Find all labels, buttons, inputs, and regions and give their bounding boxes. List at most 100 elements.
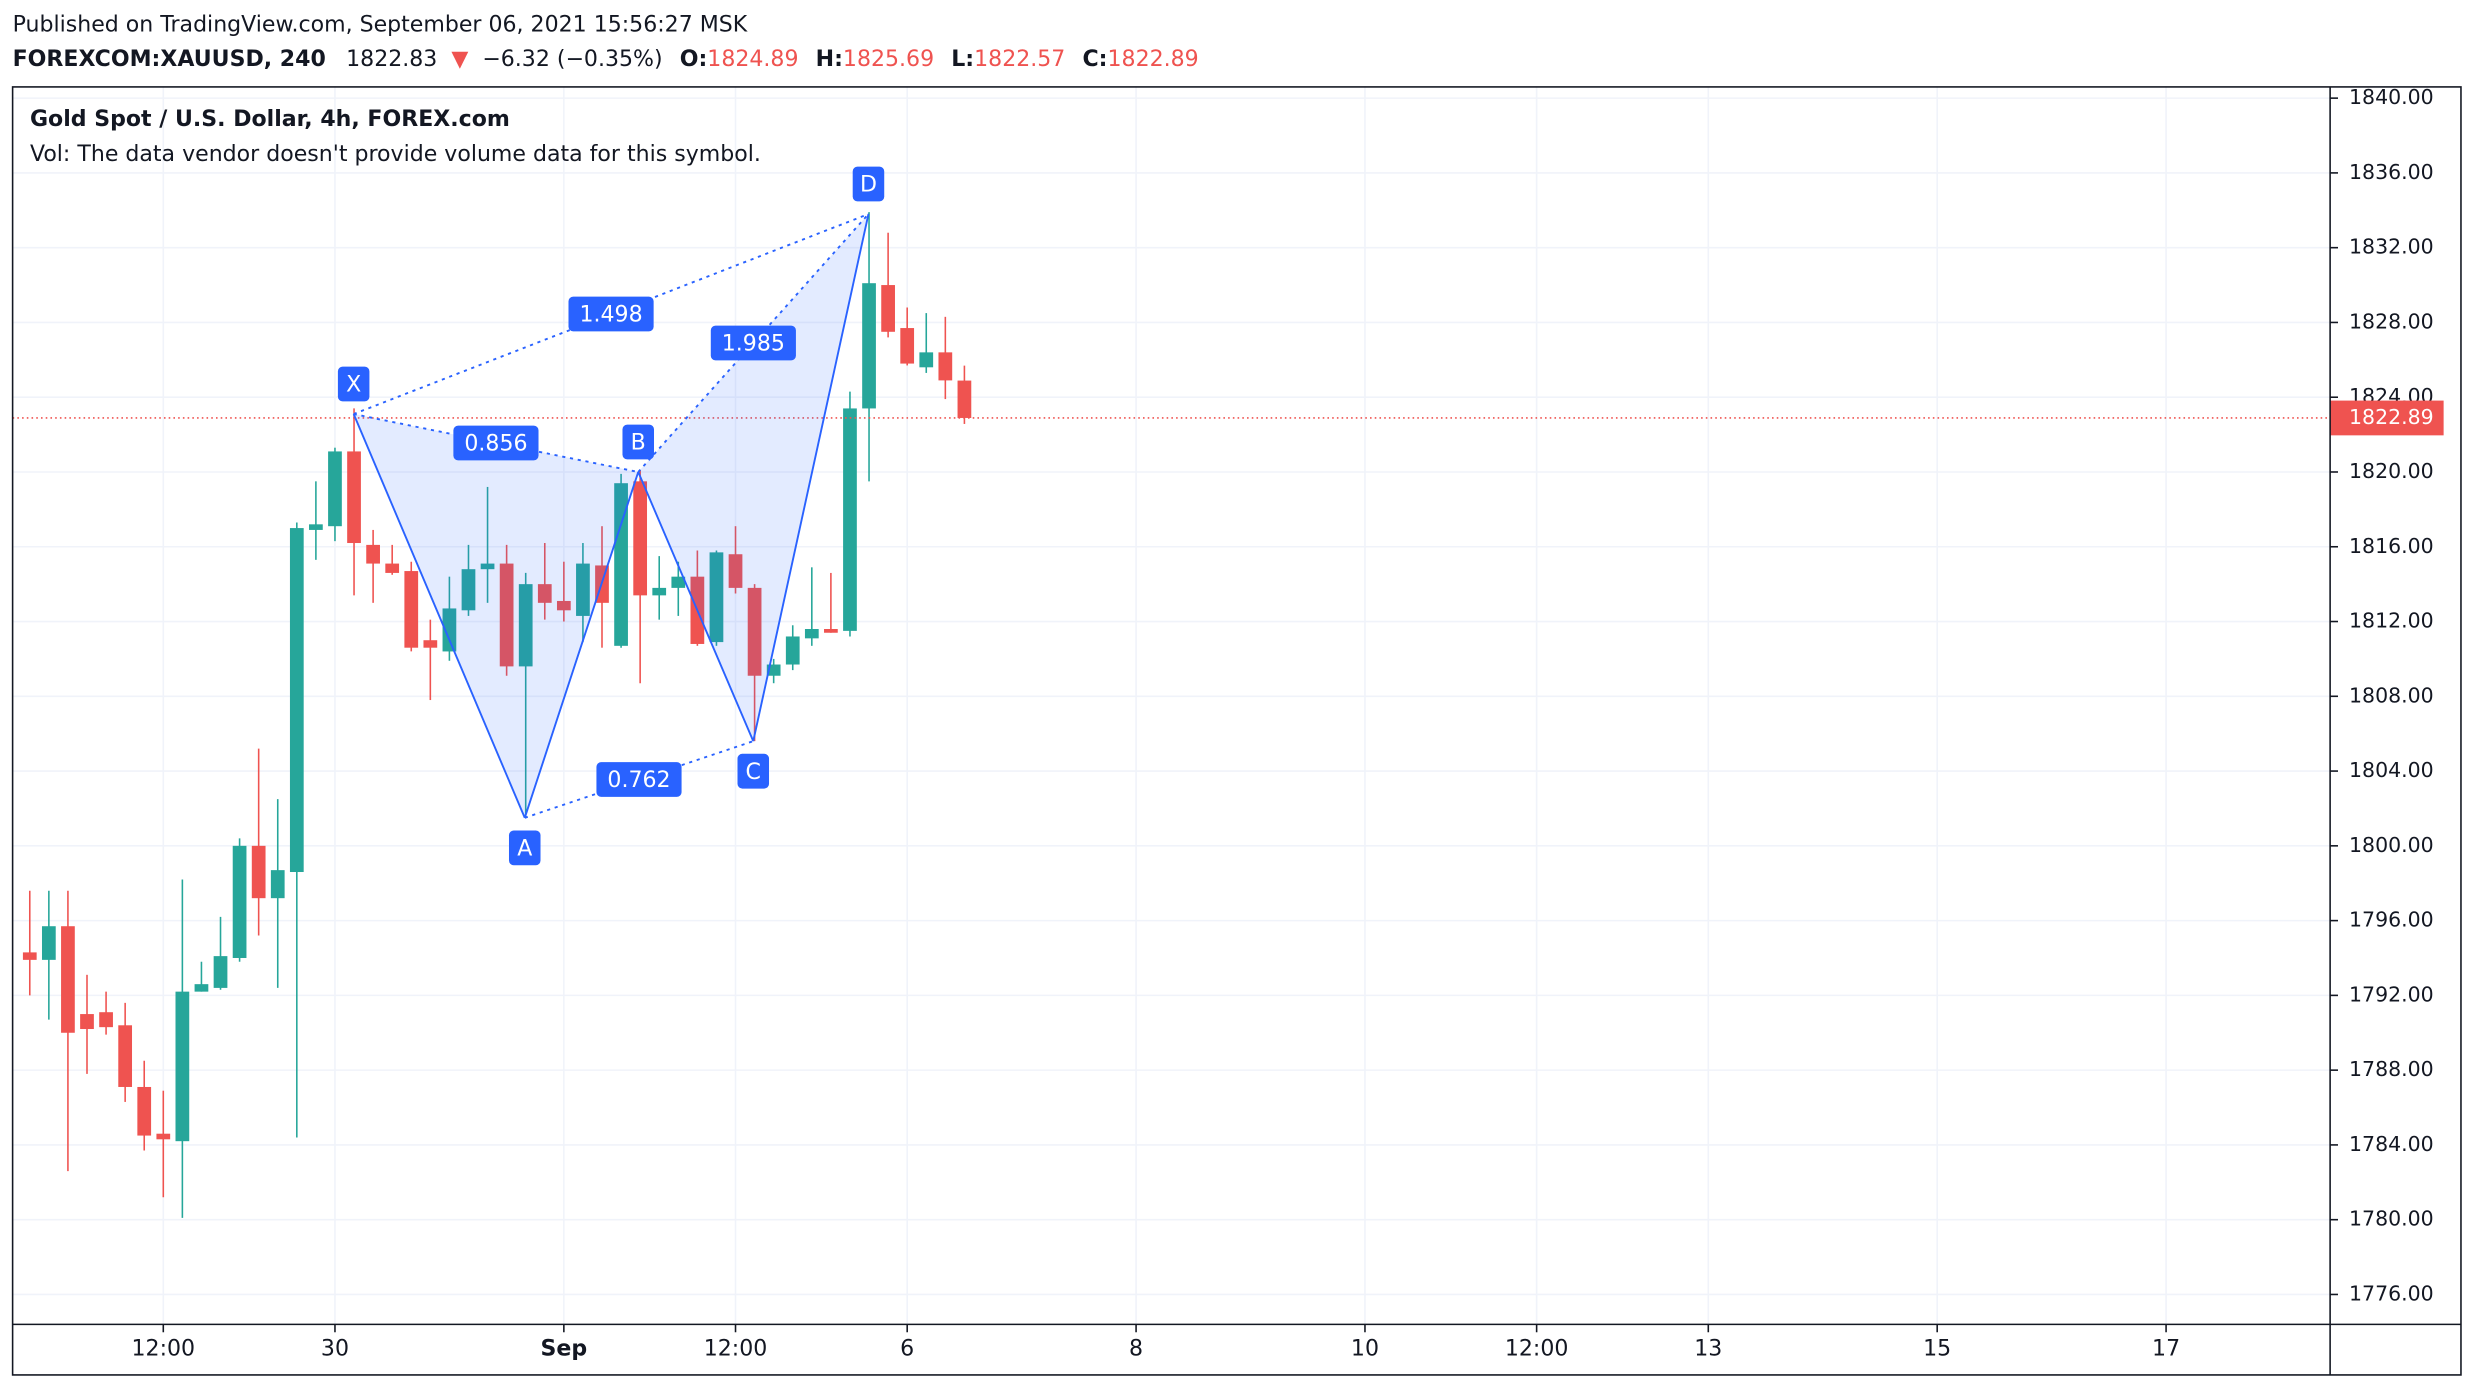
x-tick-label: 12:00 (1505, 1336, 1569, 1362)
pattern-fill (353, 414, 639, 818)
ratio-label: 0.762 (607, 767, 670, 793)
y-tick-label: 1780.00 (2349, 1207, 2434, 1231)
high-value: 1825.69 (843, 46, 934, 72)
candle-body (175, 991, 190, 1142)
x-tick-label: 15 (1923, 1336, 1951, 1362)
last-price-box (2330, 400, 2444, 436)
pattern-point-box (622, 424, 655, 460)
y-tick-label: 1836.00 (2349, 160, 2434, 184)
candle-body (576, 563, 590, 616)
pattern-ratio-line (637, 213, 870, 473)
y-tick-label: 1828.00 (2349, 309, 2434, 333)
change-arrow: ▼ (451, 46, 468, 72)
x-tick-label: 8 (1129, 1336, 1143, 1362)
pattern-fill (638, 214, 869, 742)
y-tick-label: 1784.00 (2349, 1132, 2434, 1156)
ratio-box (568, 296, 654, 332)
y-tick-label: 1796.00 (2349, 908, 2434, 932)
close-label: C: (1082, 46, 1107, 72)
candle-body (118, 1025, 133, 1087)
y-tick-label: 1800.00 (2349, 833, 2434, 857)
pattern-ratio-line (353, 413, 639, 473)
y-tick-label: 1816.00 (2349, 534, 2434, 558)
pattern-point-box (337, 366, 370, 402)
candle-body (99, 1012, 113, 1028)
pattern-leg (637, 471, 755, 742)
high-label: H: (816, 46, 843, 72)
pattern-point-label: A (517, 835, 532, 861)
candle-body (347, 451, 361, 544)
x-tick-label: 6 (900, 1336, 914, 1362)
candle-body (80, 1014, 94, 1030)
published-note: Published on TradingView.com, September … (13, 11, 748, 37)
ratio-box (710, 325, 796, 361)
pattern-point-label: D (860, 172, 877, 198)
x-tick-label: 13 (1694, 1336, 1722, 1362)
candle-body (671, 576, 686, 588)
candle-body (499, 563, 514, 667)
candle-body (709, 552, 724, 643)
candle-body (156, 1133, 171, 1140)
candle-body (824, 629, 838, 633)
pattern-point-label: C (746, 759, 761, 785)
y-tick-label: 1832.00 (2349, 235, 2434, 259)
y-tick-label: 1788.00 (2349, 1057, 2434, 1081)
candle-body (556, 600, 571, 611)
pattern-leg (752, 213, 870, 742)
pattern-point-box (852, 166, 885, 202)
candle-body (843, 408, 857, 631)
x-tick-label: 30 (321, 1336, 349, 1362)
symbol-info: FOREXCOM:XAUUSD, 240 1822.83 ▼ −6.32 (−0… (13, 46, 1199, 72)
candle-body (766, 664, 781, 676)
last-price-label: 1822.89 (2349, 405, 2434, 429)
y-tick-label: 1792.00 (2349, 982, 2434, 1006)
candle-body (385, 563, 400, 573)
legend-title: Gold Spot / U.S. Dollar, 4h, FOREX.com (30, 106, 510, 132)
ratio-box (453, 425, 539, 461)
candle-body (900, 328, 915, 364)
candle-body (957, 380, 972, 418)
candle-body (61, 926, 75, 1033)
plot: 1822.89 0.856 0.762 1.498 1.985 X A B C D (12, 166, 2444, 1218)
candle-body (747, 587, 762, 676)
x-tick-label: 17 (2152, 1336, 2180, 1362)
open-value: 1824.89 (707, 46, 798, 72)
open-label: O: (680, 46, 708, 72)
candle-body (728, 554, 743, 588)
low-value: 1822.57 (974, 46, 1065, 72)
pattern-leg (523, 471, 640, 819)
pattern-point-label: X (346, 372, 361, 398)
candle-body (22, 952, 37, 960)
candle-body (137, 1086, 152, 1136)
pattern-point-box (737, 753, 770, 789)
volume-note: Vol: The data vendor doesn't provide vol… (30, 141, 761, 167)
candle-body (442, 608, 457, 652)
candle-body (881, 285, 895, 332)
candle-body (938, 352, 953, 381)
candle-body (309, 524, 323, 530)
y-tick-label: 1776.00 (2349, 1281, 2434, 1305)
candle-body (423, 640, 438, 648)
candle-body (366, 544, 380, 564)
close-value: 1822.89 (1108, 46, 1199, 72)
x-tick-label: 10 (1351, 1336, 1379, 1362)
pattern-leg (352, 413, 526, 819)
candle-body (232, 845, 247, 958)
y-tick-label: 1808.00 (2349, 683, 2434, 707)
ratio-box (596, 762, 682, 797)
x-tick-label: 12:00 (704, 1336, 768, 1362)
candle-body (614, 483, 628, 646)
candle-body (289, 528, 304, 873)
y-tick-label: 1804.00 (2349, 758, 2434, 782)
x-tick-label: 12:00 (132, 1336, 196, 1362)
y-tick-label: 1812.00 (2349, 609, 2434, 633)
candle-body (251, 845, 266, 899)
low-label: L: (951, 46, 974, 72)
candle-body (919, 352, 934, 368)
candle-body (480, 563, 495, 570)
candle-body (213, 956, 228, 988)
candle-body (328, 451, 342, 527)
